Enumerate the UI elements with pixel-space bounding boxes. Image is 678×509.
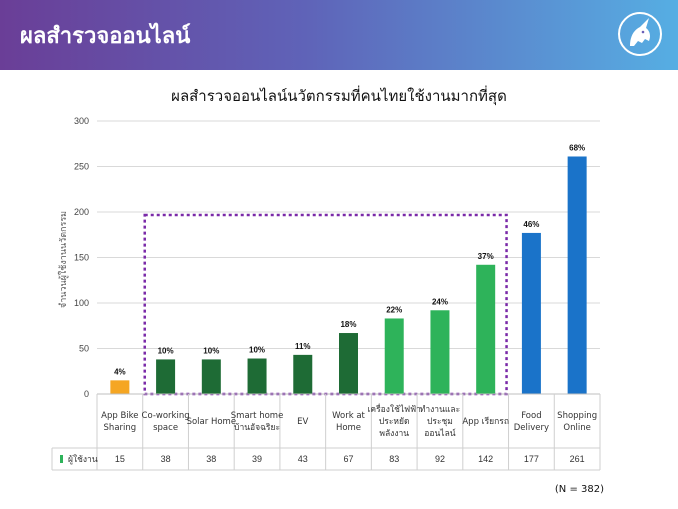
x-tick-label: Shopping Online (557, 411, 597, 433)
data-label: 4% (114, 367, 126, 376)
table-value: 43 (298, 454, 308, 464)
bar (156, 359, 176, 394)
x-tick-label: ทำงานและประชุมออนไลน์ (420, 405, 460, 439)
x-tick-label: เครื่องใช้ไฟฟ้าประหยัดพลังงาน (368, 403, 421, 439)
bar (247, 358, 267, 394)
page-title: ผลสำรวจออนไลน์ (20, 24, 191, 49)
x-tick-label: Solar Home (187, 417, 236, 427)
data-label: 37% (478, 252, 494, 261)
bar (110, 380, 130, 394)
table-value: 142 (478, 454, 493, 464)
y-axis-label: จำนวนผู้ใช้งานนวัตกรรม (58, 211, 69, 308)
bar (476, 264, 496, 394)
chart-title: ผลสำรวจออนไลน์นวัตกรรมที่คนไทยใช้งานมากท… (171, 87, 507, 105)
table-value: 261 (570, 454, 585, 464)
sample-size-note: (N = 382) (554, 484, 604, 495)
y-tick-label: 0 (84, 389, 89, 399)
table-value: 38 (206, 454, 216, 464)
data-label: 10% (249, 346, 265, 355)
x-tick-label: EV (297, 417, 308, 427)
bar (293, 354, 313, 394)
data-label: 10% (158, 346, 174, 355)
x-tick-label: App Bike Sharing (101, 411, 138, 433)
data-label: 11% (295, 342, 311, 351)
unicorn-logo-icon (618, 12, 662, 56)
legend-key (60, 455, 63, 463)
data-label: 46% (523, 220, 539, 229)
header-bar: ผลสำรวจออนไลน์ (0, 0, 678, 70)
x-tick-label: App เรียกรถ (462, 416, 509, 427)
table-value: 92 (435, 454, 445, 464)
y-tick-label: 250 (74, 162, 89, 172)
table-value: 38 (161, 454, 171, 464)
x-tick-label: Work at Home (332, 411, 365, 433)
table-value: 67 (343, 454, 353, 464)
bar (201, 359, 221, 394)
table-value: 83 (389, 454, 399, 464)
x-tick-label: Smart home บ้านอัจฉริยะ (231, 411, 284, 433)
data-label: 22% (386, 305, 402, 314)
x-tick-label: Co-working space (142, 411, 190, 433)
table-value: 15 (115, 454, 125, 464)
y-tick-label: 100 (74, 298, 89, 308)
y-tick-label: 300 (74, 116, 89, 126)
bar (521, 232, 541, 394)
data-label: 10% (203, 346, 219, 355)
data-label: 68% (569, 143, 585, 152)
highlight-box (143, 213, 508, 396)
data-label: 24% (432, 297, 448, 306)
y-tick-label: 200 (74, 207, 89, 217)
table-value: 39 (252, 454, 262, 464)
table-value: 177 (524, 454, 539, 464)
data-label: 18% (340, 320, 356, 329)
legend-label: ผู้ใช้งาน (68, 454, 98, 465)
bar (430, 310, 450, 394)
bar (567, 156, 587, 394)
y-tick-label: 150 (74, 253, 89, 263)
bar (384, 318, 404, 394)
bar (339, 333, 358, 394)
y-tick-label: 50 (79, 344, 89, 354)
x-tick-label: Food Delivery (514, 411, 549, 433)
